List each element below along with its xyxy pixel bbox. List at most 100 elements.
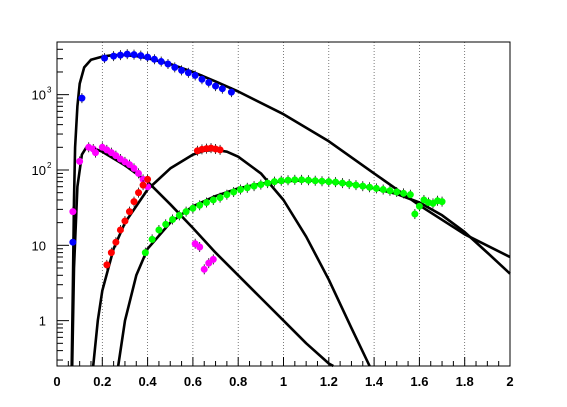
x-tick-label: 0 — [53, 374, 60, 389]
data-point — [332, 178, 340, 186]
data-point — [171, 63, 179, 71]
y-tick-label-base: 10 — [32, 238, 46, 253]
data-point — [359, 182, 367, 190]
data-point — [137, 52, 145, 60]
data-point — [352, 181, 360, 189]
data-point — [184, 69, 192, 77]
data-point — [103, 261, 111, 269]
data-point — [243, 184, 251, 192]
data-point — [196, 243, 204, 251]
data-point — [130, 51, 138, 59]
data-point — [178, 66, 186, 74]
data-point — [202, 199, 210, 207]
y-tick-label: 10 2 — [32, 161, 52, 178]
data-point — [110, 52, 118, 60]
data-point — [415, 202, 423, 210]
data-point — [236, 186, 244, 194]
series-3 — [103, 143, 224, 270]
data-point — [216, 146, 224, 154]
x-tick-label: 1.6 — [410, 374, 428, 389]
data-point — [291, 176, 299, 184]
x-tick-label: 1 — [280, 374, 287, 389]
data-point — [311, 177, 319, 185]
series-2 — [69, 142, 217, 275]
data-point — [141, 249, 149, 257]
data-point — [200, 265, 208, 273]
data-point — [393, 188, 401, 196]
x-tick-label: 0.6 — [184, 374, 202, 389]
data-point — [123, 50, 131, 58]
data-point — [69, 238, 77, 246]
data-point — [189, 204, 197, 212]
data-point — [298, 176, 306, 184]
y-tick-label-base: 1 — [39, 314, 46, 329]
data-point — [196, 201, 204, 209]
data-point — [325, 178, 333, 186]
data-point — [223, 191, 231, 199]
data-point — [318, 177, 326, 185]
x-tick-label: 1.8 — [456, 374, 474, 389]
data-point — [250, 182, 258, 190]
data-point — [411, 210, 419, 218]
data-point — [277, 177, 285, 185]
data-point — [69, 208, 77, 216]
data-point — [125, 208, 133, 216]
series-4 — [141, 174, 446, 258]
data-point — [107, 249, 115, 257]
x-tick-label: 2 — [506, 374, 513, 389]
data-point — [130, 198, 138, 206]
y-tick-label-base: 10 — [32, 88, 46, 103]
data-point — [191, 240, 199, 248]
data-point — [406, 191, 414, 199]
data-point — [101, 54, 109, 62]
data-point — [230, 188, 238, 196]
y-tick-label-base: 10 — [32, 163, 46, 178]
y-tick-label-exponent: 3 — [47, 86, 52, 95]
data-point — [191, 71, 199, 79]
data-series — [69, 49, 446, 275]
data-point — [76, 157, 84, 165]
y-tick-label-exponent: 2 — [47, 161, 52, 170]
fit-curve-4 — [116, 179, 511, 367]
data-point — [112, 152, 120, 160]
data-point — [216, 194, 224, 202]
x-tick-label: 1.4 — [365, 374, 384, 389]
x-axis: 0 0.2 0.4 0.6 0.8 1 1.2 1.4 1.6 1.8 2 — [53, 357, 514, 389]
data-point — [148, 235, 156, 243]
data-point — [116, 51, 124, 59]
data-point — [372, 184, 380, 192]
data-point — [144, 175, 152, 183]
data-point — [135, 169, 143, 177]
chart-grid — [101, 42, 466, 366]
data-point — [218, 85, 226, 93]
data-point — [135, 189, 143, 197]
data-point — [209, 196, 217, 204]
data-point — [157, 58, 165, 66]
data-point — [162, 220, 170, 228]
y-tick-label: 10 3 — [32, 86, 52, 103]
x-tick-label: 0.8 — [229, 374, 247, 389]
data-point — [78, 94, 86, 102]
data-point — [284, 176, 292, 184]
data-point — [121, 217, 129, 225]
data-point — [264, 179, 272, 187]
data-point — [144, 53, 152, 61]
data-point — [438, 198, 446, 206]
data-point — [209, 255, 217, 263]
data-point — [379, 186, 387, 194]
data-point — [400, 189, 408, 197]
data-point — [164, 60, 172, 68]
data-point — [169, 216, 177, 224]
data-point — [270, 178, 278, 186]
data-point — [130, 164, 138, 172]
data-point — [227, 88, 235, 96]
data-point — [112, 238, 120, 246]
fit-curves — [70, 53, 511, 368]
y-tick-label: 1 — [39, 314, 46, 329]
data-point — [386, 187, 394, 195]
data-point — [182, 208, 190, 216]
y-tick-label: 10 — [32, 238, 46, 253]
data-point — [338, 179, 346, 187]
